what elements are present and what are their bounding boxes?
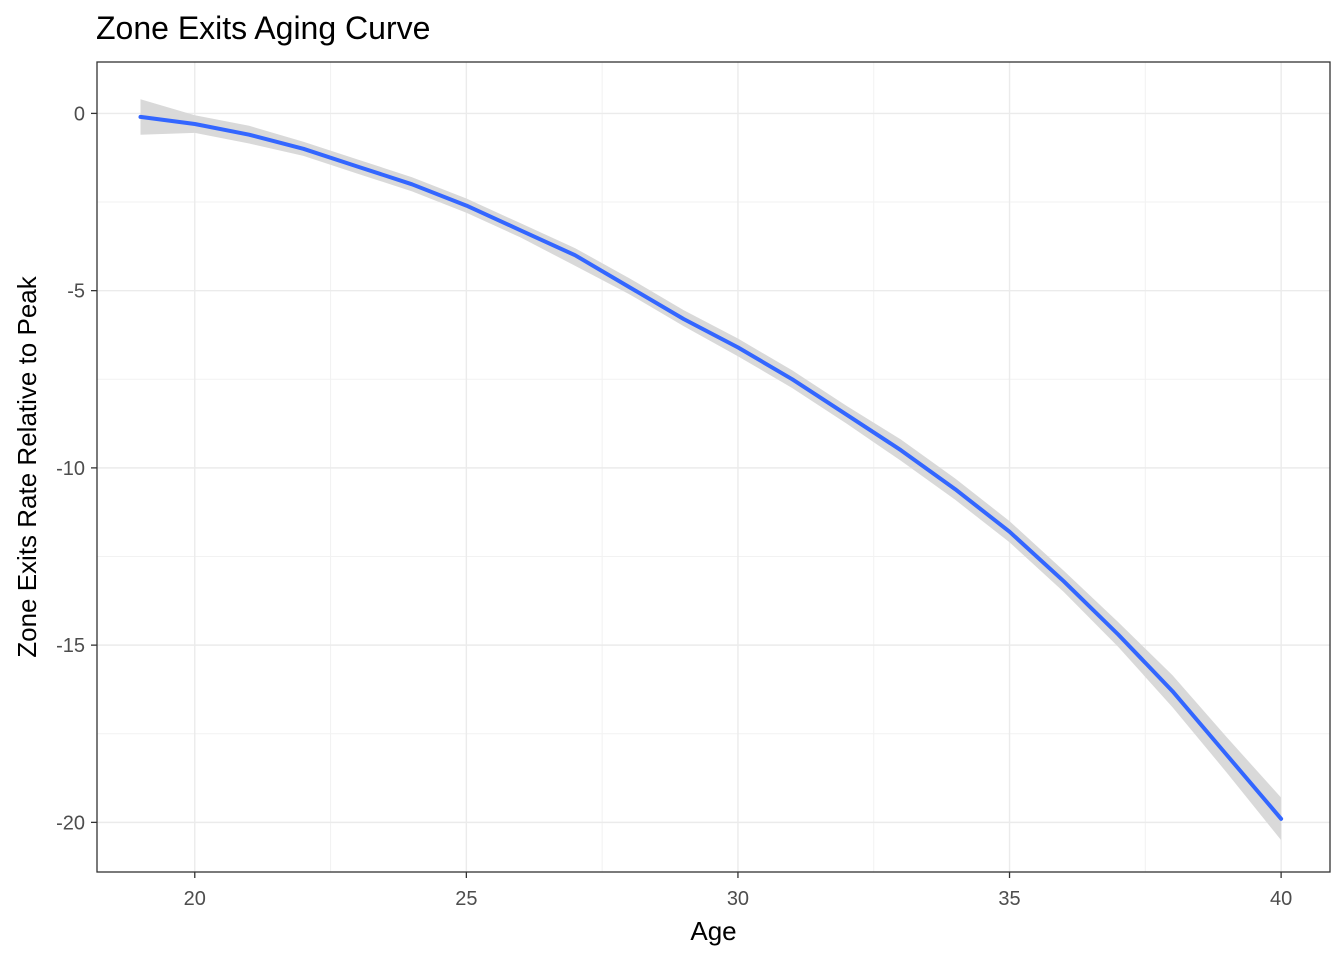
x-tick-label: 20 (184, 888, 206, 910)
x-tick-label: 40 (1270, 888, 1292, 910)
x-tick-label: 30 (727, 888, 749, 910)
trend-line (138, 114, 1284, 821)
y-tick-label: -20 (56, 812, 85, 834)
y-axis-title: Zone Exits Rate Relative to Peak (12, 275, 42, 658)
major-gridlines (97, 62, 1330, 872)
y-axis-ticks: 0 -5 -10 -15 -20 (56, 103, 97, 834)
chart-title: Zone Exits Aging Curve (96, 10, 431, 46)
y-tick-label: -15 (56, 635, 85, 657)
y-tick-label: -10 (56, 458, 85, 480)
y-tick-label: 0 (74, 103, 85, 125)
x-axis-ticks: 20 25 30 35 40 (184, 872, 1292, 910)
y-tick-label: -5 (67, 281, 85, 303)
x-tick-label: 25 (455, 888, 477, 910)
panel-border (96, 61, 1331, 873)
x-axis-title: Age (690, 916, 736, 946)
minor-gridlines (97, 62, 1330, 872)
confidence-band (140, 99, 1282, 841)
x-tick-label: 35 (998, 888, 1020, 910)
